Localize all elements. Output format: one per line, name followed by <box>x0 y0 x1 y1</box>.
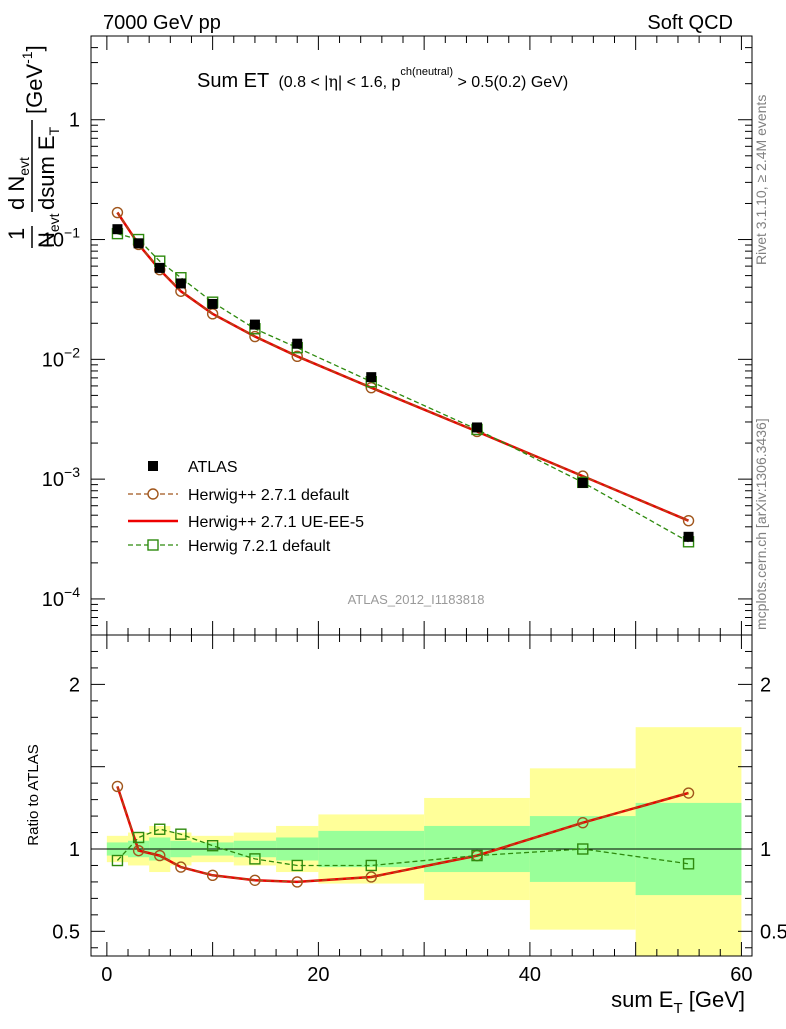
legend: ATLAS Herwig++ 2.7.1 default Herwig++ 2.7.… <box>128 459 364 555</box>
atlas-data-point <box>683 531 694 542</box>
herwig7-default-marker <box>154 823 166 835</box>
ratio-y-tick-label-left: 0.5 <box>52 921 80 943</box>
header-right: Soft QCD <box>647 12 733 34</box>
x-tick-label: 40 <box>519 964 541 986</box>
herwigpp-default-marker <box>111 780 124 793</box>
ylabel-nevt: Nevt <box>34 213 62 248</box>
x-tick-label: 0 <box>101 964 112 986</box>
atlas-data-point <box>133 238 144 249</box>
plot-title-eta: η <box>328 72 338 91</box>
main-y-tick-label: 10−1 <box>42 225 80 252</box>
ylabel-one: 1 <box>4 228 29 240</box>
legend-marker-square <box>147 539 159 551</box>
herwigpp-default-marker <box>291 350 303 363</box>
ratio-y-axis-label: Ratio to ATLAS <box>25 744 42 845</box>
herwig7-default-marker <box>291 859 303 872</box>
herwigpp-default-marker <box>249 330 261 343</box>
ratio-series-layer <box>111 780 695 888</box>
legend-label: Herwig 7.2.1 default <box>188 538 331 555</box>
main-y-ticks: 1 10−1 10−2 10−3 10−4 <box>42 35 752 636</box>
ratio-y-tick-label-right: 0.5 <box>760 921 786 943</box>
herwig7-default-marker <box>682 858 695 870</box>
side-label-rivet: Rivet 3.1.10, ≥ 2.4M events <box>753 95 769 265</box>
herwig7-default-marker <box>206 840 219 852</box>
ratio-y-ticks: 0.5 0.5 1 1 2 2 <box>52 650 786 949</box>
legend-marker-atlas <box>148 461 158 471</box>
plot-title-mid: | < 1.6, p <box>338 74 401 91</box>
atlas-data-point <box>175 278 186 289</box>
analysis-watermark: ATLAS_2012_I1183818 <box>348 592 485 607</box>
plot-title: Sum ET (0.8 < |η| < 1.6, pch(neutral) > … <box>197 66 568 92</box>
atlas-data-point <box>292 338 303 349</box>
herwig7-default-marker <box>365 859 377 872</box>
legend-label: Herwig++ 2.7.1 default <box>188 487 350 504</box>
herwig7-default-marker <box>577 843 589 855</box>
atlas-data-point <box>154 262 165 273</box>
main-y-tick-label: 10−3 <box>42 464 80 491</box>
herwigpp-default-marker <box>365 381 377 394</box>
ratio-x-ticks: 0 20 40 60 <box>101 635 753 986</box>
main-x-ticks <box>106 36 742 635</box>
herwig7-default-marker <box>132 831 145 844</box>
herwigpp-default-marker <box>154 849 166 862</box>
atlas-data-point <box>249 319 260 330</box>
series-line-dashed-circle <box>116 786 689 883</box>
herwigpp-default-marker <box>249 874 261 886</box>
herwig7-default-marker <box>249 853 261 865</box>
ratio-y-tick-label-left: 1 <box>69 839 80 861</box>
herwigpp-default-marker <box>577 816 589 829</box>
atlas-data-point <box>112 224 123 235</box>
ylabel-unit: [GeV-1] <box>19 45 47 114</box>
herwigpp-default-marker <box>111 206 124 219</box>
legend-label: Herwig++ 2.7.1 UE-EE-5 <box>188 514 364 531</box>
x-axis-label: sum ET [GeV] <box>611 987 745 1017</box>
atlas-data-point <box>366 372 377 383</box>
main-series-layer <box>111 206 695 548</box>
ratio-y-tick-label-right: 2 <box>760 674 771 696</box>
main-y-axis-label: 1 Nevt d Nevt dsum ET [GeV-1] <box>4 45 62 248</box>
x-tick-label: 60 <box>730 964 752 986</box>
herwigpp-default-marker <box>365 871 377 883</box>
herwigpp-default-marker <box>291 876 303 888</box>
series-line-dashed-square <box>116 828 689 867</box>
herwigpp-default-marker <box>682 514 695 527</box>
main-y-tick-label: 10−2 <box>42 344 80 371</box>
plot-title-post: > 0.5(0.2) GeV) <box>453 74 568 91</box>
ylabel-dsum: dsum ET <box>34 126 62 210</box>
herwigpp-default-marker <box>682 787 695 799</box>
atlas-data-point <box>472 422 483 433</box>
legend-marker-circle <box>147 488 159 500</box>
x-tick-label: 20 <box>307 964 329 986</box>
herwig7-default-marker <box>471 849 483 862</box>
herwig7-default-marker <box>175 828 187 840</box>
herwig7-default-marker <box>111 854 124 867</box>
herwigpp-default-marker <box>206 869 219 882</box>
plot-title-sup: ch(neutral) <box>400 66 453 78</box>
main-y-tick-label: 1 <box>69 110 80 132</box>
herwigpp-default-marker <box>175 861 187 873</box>
ratio-y-tick-label-right: 1 <box>760 839 771 861</box>
header-left: 7000 GeV pp <box>103 12 221 34</box>
main-y-tick-label: 10−4 <box>42 584 80 611</box>
ylabel-dn: d Nevt <box>4 157 32 210</box>
plot-title-main: Sum ET <box>197 70 269 92</box>
ratio-plot-frame <box>90 634 753 957</box>
side-label-mcplots: mcplots.cern.ch [arXiv:1306.3436] <box>753 418 769 630</box>
atlas-data-point <box>207 298 218 309</box>
legend-label: ATLAS <box>188 459 238 476</box>
ratio-y-tick-label-left: 2 <box>69 674 80 696</box>
herwigpp-default-marker <box>132 844 145 857</box>
atlas-data-point <box>577 477 588 488</box>
plot-title-pre: (0.8 < | <box>278 74 328 91</box>
